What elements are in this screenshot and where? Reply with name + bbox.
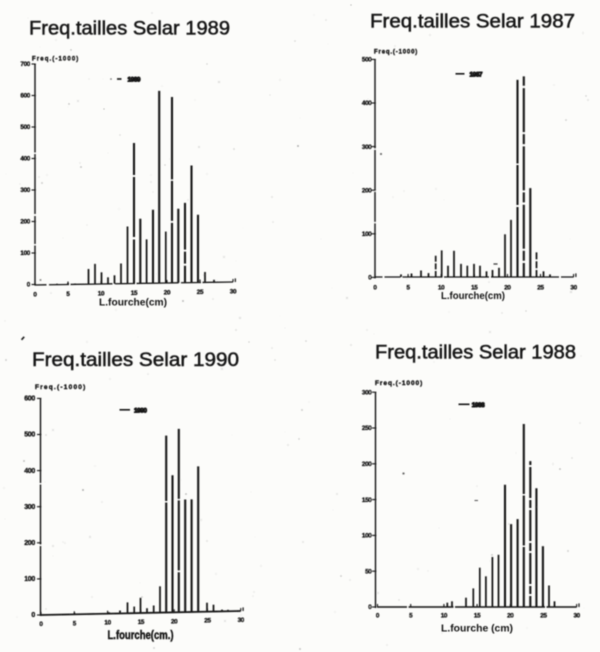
svg-text:300: 300 <box>362 144 372 151</box>
svg-text:300: 300 <box>362 389 372 396</box>
svg-text:0: 0 <box>376 612 380 619</box>
svg-text:1990: 1990 <box>134 408 147 415</box>
svg-text:Freq.tailles Selar 1990: Freq.tailles Selar 1990 <box>32 349 239 371</box>
svg-text:10: 10 <box>438 285 445 292</box>
svg-text:Freq.tailles Selar 1987: Freq.tailles Selar 1987 <box>370 11 575 33</box>
svg-text:0: 0 <box>368 275 372 282</box>
svg-text:600: 600 <box>20 93 30 100</box>
svg-text:Freq.(-1000): Freq.(-1000) <box>32 57 78 63</box>
svg-text:600: 600 <box>24 396 35 403</box>
svg-text:100: 100 <box>24 576 35 583</box>
svg-text:Freq.(-1000): Freq.(-1000) <box>374 50 417 56</box>
svg-text:400: 400 <box>20 156 30 163</box>
svg-text:15: 15 <box>138 619 145 626</box>
svg-text:30: 30 <box>230 289 237 296</box>
svg-text:L.fourche(cm): L.fourche(cm) <box>441 290 505 302</box>
svg-text:15: 15 <box>474 612 481 619</box>
svg-text:400: 400 <box>362 100 372 107</box>
svg-text:Freq.tailles Selar 1989: Freq.tailles Selar 1989 <box>29 18 230 40</box>
svg-text:250: 250 <box>362 425 372 432</box>
svg-text:1989: 1989 <box>128 77 141 84</box>
svg-text:20: 20 <box>504 285 511 292</box>
svg-text:300: 300 <box>24 504 35 511</box>
svg-text:500: 500 <box>20 124 30 131</box>
svg-text:Freq.(-1000): Freq.(-1000) <box>375 380 422 387</box>
svg-text:20: 20 <box>507 612 514 619</box>
svg-text:5: 5 <box>73 620 77 627</box>
svg-text:1987: 1987 <box>470 72 483 79</box>
svg-text:Freq.tailles Selar 1988: Freq.tailles Selar 1988 <box>375 342 576 364</box>
svg-text:100: 100 <box>362 231 372 238</box>
svg-text:10: 10 <box>98 291 105 298</box>
svg-text:200: 200 <box>20 219 30 226</box>
svg-text:150: 150 <box>362 497 372 504</box>
svg-text:Freq.(-1000): Freq.(-1000) <box>35 384 85 391</box>
svg-text:10: 10 <box>104 620 111 627</box>
svg-text:400: 400 <box>24 468 35 475</box>
svg-text:0: 0 <box>31 612 35 619</box>
svg-text:25: 25 <box>537 285 544 292</box>
svg-text:15: 15 <box>131 290 138 297</box>
svg-text:500: 500 <box>362 57 372 64</box>
svg-text:L.fourche(cm): L.fourche(cm) <box>99 297 167 309</box>
svg-text:5: 5 <box>66 291 70 298</box>
svg-text:0: 0 <box>39 621 43 628</box>
svg-text:L.fourche(cm.): L.fourche(cm.) <box>108 630 174 642</box>
svg-text:30: 30 <box>238 617 245 624</box>
svg-text:1988: 1988 <box>472 402 485 409</box>
svg-text:500: 500 <box>24 432 35 439</box>
svg-text:0: 0 <box>373 285 377 292</box>
svg-text:30: 30 <box>573 612 580 619</box>
svg-text:200: 200 <box>362 187 372 194</box>
svg-text:L.fourche (cm): L.fourche (cm) <box>441 623 513 635</box>
svg-text:700: 700 <box>20 61 30 68</box>
svg-text:25: 25 <box>204 618 211 625</box>
svg-text:15: 15 <box>471 285 478 292</box>
svg-text:10: 10 <box>441 612 448 619</box>
svg-text:5: 5 <box>406 285 410 292</box>
svg-text:30: 30 <box>570 285 577 292</box>
svg-text:0: 0 <box>33 292 37 299</box>
svg-text:0: 0 <box>27 282 31 289</box>
svg-text:300: 300 <box>20 187 30 194</box>
svg-text:25: 25 <box>540 612 547 619</box>
svg-text:0: 0 <box>368 604 372 611</box>
svg-text:100: 100 <box>20 250 30 257</box>
svg-text:20: 20 <box>164 290 171 297</box>
svg-text:100: 100 <box>362 533 372 540</box>
svg-text:200: 200 <box>362 461 372 468</box>
svg-text:20: 20 <box>171 618 178 625</box>
svg-text:50: 50 <box>365 568 372 575</box>
svg-text:5: 5 <box>409 612 413 619</box>
svg-text:25: 25 <box>197 289 204 296</box>
